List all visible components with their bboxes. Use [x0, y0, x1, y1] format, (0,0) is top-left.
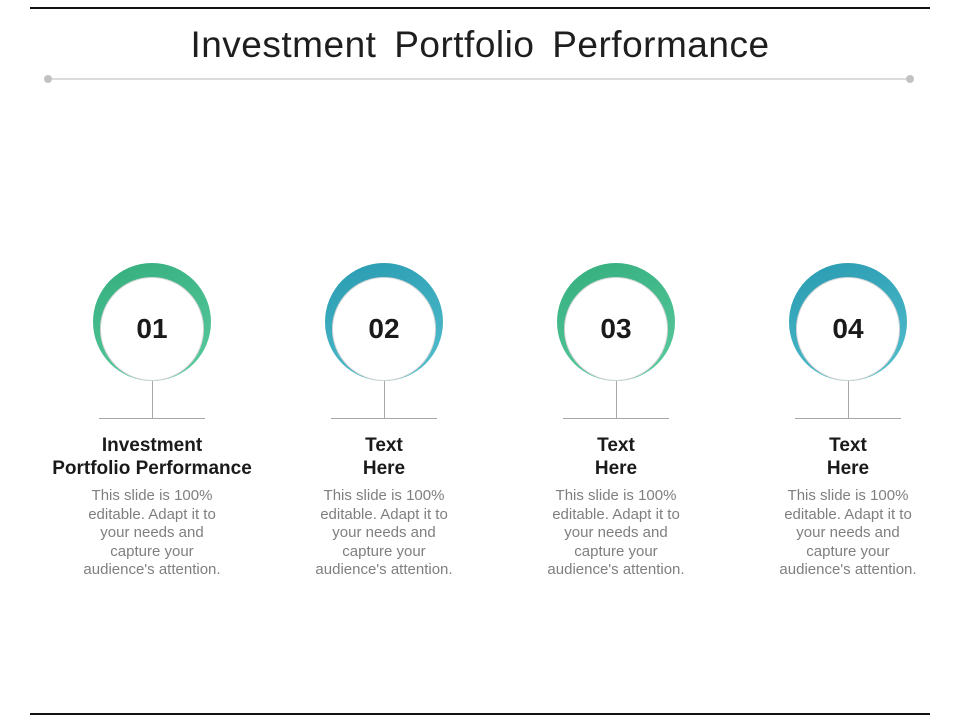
- connector-stem: [847, 381, 849, 418]
- connector-base: [795, 418, 901, 419]
- step-heading: Text Here: [594, 435, 638, 479]
- divider-dot-left: [44, 75, 52, 83]
- step-item-1: 01 Investment Portfolio Performance This…: [36, 263, 268, 580]
- slide-frame-line-top: [30, 7, 930, 9]
- connector-stem: [615, 381, 617, 418]
- step-description: This slide is 100% editable. Adapt it to…: [779, 487, 917, 578]
- step-circle-ring: 01: [93, 263, 211, 381]
- step-description: This slide is 100% editable. Adapt it to…: [547, 487, 685, 578]
- step-item-3: 03 Text Here This slide is 100% editable…: [500, 263, 732, 580]
- divider-dot-right: [906, 75, 914, 83]
- step-circle: 01: [100, 277, 204, 381]
- step-circle: 04: [796, 277, 900, 381]
- step-item-4: 04 Text Here This slide is 100% editable…: [732, 263, 960, 580]
- connector-base: [563, 418, 669, 419]
- step-heading: Text Here: [362, 435, 406, 479]
- slide-title: Investment Portfolio Performance: [190, 24, 770, 65]
- slide-frame-line-bottom: [30, 713, 930, 715]
- step-number: 02: [368, 313, 400, 344]
- step-number: 03: [600, 313, 632, 344]
- title-divider: [44, 75, 914, 83]
- step-circle: 02: [332, 277, 436, 381]
- step-circle-ring: 03: [557, 263, 675, 381]
- step-heading: Investment Portfolio Performance: [52, 435, 252, 479]
- connector-stem: [383, 381, 385, 418]
- connector-stem: [151, 381, 153, 418]
- step-description: This slide is 100% editable. Adapt it to…: [315, 487, 453, 578]
- step-circle-ring: 02: [325, 263, 443, 381]
- step-description: This slide is 100% editable. Adapt it to…: [83, 487, 221, 578]
- step-heading: Text Here: [826, 435, 870, 479]
- connector-base: [331, 418, 437, 419]
- step-circle-ring: 04: [789, 263, 907, 381]
- step-circle: 03: [564, 277, 668, 381]
- step-item-2: 02 Text Here This slide is 100% editable…: [268, 263, 500, 580]
- step-number: 04: [832, 313, 864, 344]
- steps-row: 01 Investment Portfolio Performance This…: [36, 263, 960, 580]
- connector-base: [99, 418, 205, 419]
- step-number: 01: [136, 313, 168, 344]
